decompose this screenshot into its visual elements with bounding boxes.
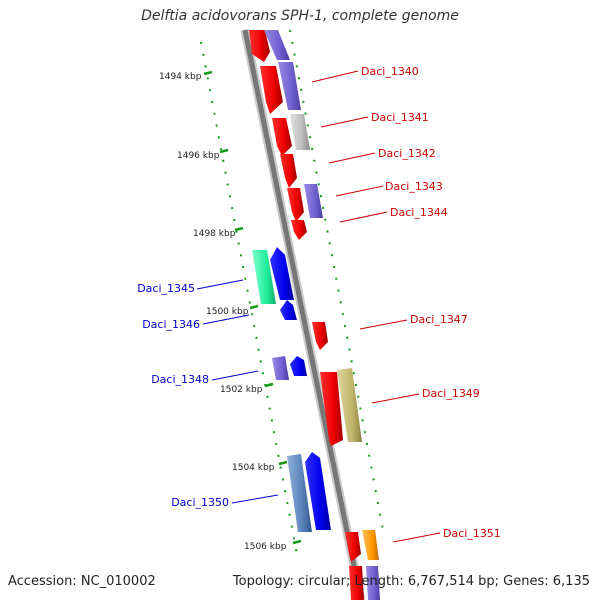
gene-arrow-1349[interactable] (320, 372, 343, 446)
kbp-tick-label: 1496 kbp (177, 151, 220, 161)
gene-arrow-1352[interactable] (349, 566, 364, 600)
gene-label-daci-1341[interactable]: Daci_1341 (371, 111, 429, 124)
gene-block-grey[interactable] (290, 114, 310, 150)
gene-label-daci-1348[interactable]: Daci_1348 (151, 373, 209, 386)
gene-label-daci-1350[interactable]: Daci_1350 (171, 496, 229, 509)
gene-arrow-1343[interactable] (287, 188, 304, 222)
backbone (240, 29, 366, 600)
gene-label-daci-1346[interactable]: Daci_1346 (142, 318, 200, 331)
gene-arrow-1341[interactable] (272, 118, 292, 156)
gene-label-daci-1344[interactable]: Daci_1344 (390, 206, 448, 219)
gene-arrow-1347[interactable] (312, 322, 328, 350)
gene-label-daci-1342[interactable]: Daci_1342 (378, 147, 436, 160)
gene-block-steel[interactable] (287, 454, 312, 532)
gene-arrow-1348[interactable] (290, 356, 307, 376)
gene-label-daci-1347[interactable]: Daci_1347 (410, 313, 468, 326)
kbp-tick-label: 1506 kbp (244, 542, 287, 552)
genome-summary-text: Topology: circular; Length: 6,767,514 bp… (232, 574, 590, 589)
gene-block-olive[interactable] (337, 368, 362, 442)
gene-block-purple-2[interactable] (278, 62, 301, 110)
gene-features (249, 30, 380, 600)
gene-block-orange[interactable] (362, 530, 379, 560)
gene-block-purple-4[interactable] (366, 566, 380, 600)
gene-arrow-1342[interactable] (280, 154, 297, 188)
kbp-tick: 1496 kbp (177, 148, 229, 161)
gene-arrow-1350[interactable] (305, 452, 331, 530)
gene-arrow-1340[interactable] (260, 66, 283, 114)
gene-label-daci-1340[interactable]: Daci_1340 (361, 65, 419, 78)
leader-lines (196, 70, 441, 543)
kbp-tick-mark (234, 226, 244, 232)
gene-arrow-1351[interactable] (345, 532, 361, 562)
map-title: Delftia acidovorans SPH-1, complete geno… (141, 8, 459, 24)
gene-block-purple-3[interactable] (304, 184, 323, 218)
kbp-tick: 1494 kbp (159, 70, 213, 82)
kbp-tick-label: 1502 kbp (220, 385, 263, 395)
kbp-tick-mark (219, 148, 229, 154)
kbp-tick: 1500 kbp (206, 304, 259, 317)
gene-block-green[interactable] (252, 250, 276, 304)
kbp-tick-label: 1494 kbp (159, 72, 202, 82)
kbp-tick-mark (249, 304, 259, 310)
kbp-tick-mark (203, 70, 213, 76)
gene-arrow-1345[interactable] (270, 247, 294, 300)
kbp-tick-mark (278, 460, 288, 466)
gene-arrow-1344[interactable] (291, 220, 307, 240)
kbp-tick: 1506 kbp (244, 539, 302, 552)
gene-label-daci-1351[interactable]: Daci_1351 (443, 527, 501, 540)
gene-label-daci-1343[interactable]: Daci_1343 (385, 180, 443, 193)
kbp-tick-label: 1504 kbp (232, 463, 275, 473)
gene-arrow-1339[interactable] (249, 30, 270, 62)
kbp-tick-label: 1500 kbp (206, 307, 249, 317)
kbp-tick: 1498 kbp (193, 226, 244, 239)
gene-label-daci-1349[interactable]: Daci_1349 (422, 387, 480, 400)
kbp-tick-mark (292, 539, 302, 545)
gene-label-daci-1345[interactable]: Daci_1345 (137, 282, 195, 295)
kbp-tick-label: 1498 kbp (193, 229, 236, 239)
accession-text: Accession: NC_010002 (8, 574, 156, 589)
kbp-tick: 1504 kbp (232, 460, 288, 473)
kbp-tick: 1502 kbp (220, 382, 274, 395)
right-dotted-guide (289, 29, 384, 531)
gene-block-purple-1[interactable] (264, 30, 290, 60)
gene-block-purple-5[interactable] (272, 356, 289, 380)
gene-arrow-1346[interactable] (280, 300, 297, 320)
kbp-tick-mark (264, 382, 274, 388)
